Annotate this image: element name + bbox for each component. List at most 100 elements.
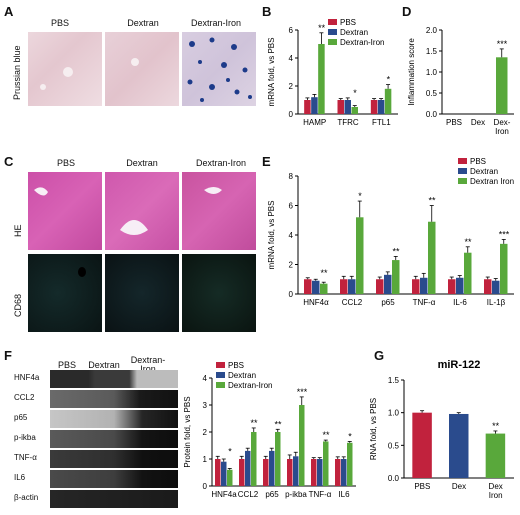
bar — [370, 100, 378, 114]
x-tick-label: HNF4α — [303, 298, 329, 307]
significance-mark: ** — [322, 430, 330, 440]
x-tick-label: p65 — [381, 298, 395, 307]
bar — [340, 279, 348, 294]
bar — [215, 459, 221, 486]
x-tick-label: p-ikba — [285, 490, 307, 499]
micrograph-a-pbs — [28, 32, 102, 106]
y-tick-label: 0.5 — [388, 441, 400, 450]
legend-label: Dextran — [470, 167, 498, 176]
bar — [311, 459, 317, 486]
bar — [464, 252, 472, 294]
bar — [347, 442, 353, 486]
micrograph-a-dextran — [105, 32, 179, 106]
bar — [376, 279, 384, 294]
x-tick-label: HNF4a — [211, 490, 237, 499]
bar — [227, 469, 233, 486]
x-tick-label: CCL2 — [342, 298, 363, 307]
y-tick-label: 0 — [289, 290, 294, 299]
legend-label: Dextran-Iron — [340, 38, 384, 47]
legend-label: PBS — [228, 361, 244, 370]
bar — [304, 100, 311, 114]
significance-mark: *** — [499, 229, 510, 239]
y-tick-label: 6 — [289, 202, 294, 211]
column-label-dextran: Dextran — [127, 18, 159, 28]
significance-mark: * — [228, 446, 232, 456]
y-axis-label: RNA fold, vs PBS — [369, 398, 378, 460]
bar — [392, 260, 400, 294]
bar — [245, 450, 251, 486]
blot-p65 — [50, 410, 178, 428]
chart-e: 0 2 4 6 8 mRNA fold, vs PBS ** HNF4α * CCL2 ** p65 *… — [267, 157, 514, 307]
bar — [420, 277, 428, 294]
x-tick-label: PBS — [446, 118, 462, 127]
legend-label: Dextran — [228, 371, 256, 380]
bar — [412, 412, 432, 478]
blot-column-dextran: Dextran — [88, 360, 120, 370]
x-tick-label: Iron — [495, 127, 509, 136]
significance-mark: ** — [428, 196, 436, 206]
blot-label-tnf-alpha: TNF-α — [14, 453, 37, 462]
bar — [428, 221, 436, 294]
significance-mark: *** — [497, 39, 508, 49]
significance-mark: *** — [297, 387, 308, 397]
bar — [299, 405, 305, 486]
bar — [341, 459, 347, 486]
column-label-pbs: PBS — [56, 158, 75, 168]
legend-swatch — [328, 29, 337, 35]
panel-label: E — [262, 154, 271, 169]
y-tick-label: 2.0 — [426, 26, 438, 35]
x-tick-label: TFRC — [337, 118, 359, 127]
legend-swatch — [328, 39, 337, 45]
x-tick-label: IL6 — [338, 490, 350, 499]
bar — [492, 280, 500, 294]
panel-a: A PBS Dextran Dextran-Iron Prussian blue — [0, 0, 256, 115]
x-tick-label: HAMP — [303, 118, 326, 127]
bar — [485, 433, 506, 478]
y-tick-label: 0.0 — [426, 110, 438, 119]
y-tick-label: 0.0 — [388, 474, 400, 483]
y-axis-label: mRNA fold, vs PBS — [267, 38, 276, 107]
bar — [221, 461, 227, 486]
bar — [377, 100, 385, 114]
bar — [263, 459, 269, 486]
y-tick-label: 6 — [289, 26, 294, 35]
bar — [337, 100, 344, 114]
bar — [239, 459, 245, 486]
panel-label: A — [4, 4, 14, 19]
x-tick-label: TNF-α — [309, 490, 332, 499]
y-tick-label: 2 — [289, 82, 294, 91]
panel-g: G 0.0 0.5 1.0 1.5 RNA fold, vs PBS miR-122 PBS… — [360, 340, 520, 515]
x-tick-label: Dex — [489, 482, 503, 491]
bar — [384, 274, 392, 294]
chart-d: 0.0 0.5 1.0 1.5 2.0 Inflammation score PBS Dex *… — [407, 26, 514, 136]
x-tick-label: Dex — [452, 482, 466, 491]
blot-label-il6: IL6 — [14, 473, 26, 482]
panel-f: F PBS Dextran Dextran- Iron HNF4a CCL2 p… — [0, 340, 360, 515]
micrograph-cd68-pbs — [28, 254, 102, 332]
y-tick-label: 3 — [203, 401, 208, 410]
panel-label: C — [4, 154, 14, 169]
bar — [449, 413, 469, 478]
bar — [496, 57, 508, 114]
micrograph-he-pbs — [28, 172, 102, 250]
x-tick-label: Dex — [471, 118, 485, 127]
row-label-prussian-blue: Prussian blue — [12, 45, 22, 100]
y-tick-label: 0.5 — [426, 89, 438, 98]
legend-label: PBS — [470, 157, 486, 166]
y-tick-label: 8 — [289, 172, 294, 181]
blot-hnf4a — [50, 370, 178, 388]
bar — [275, 432, 281, 486]
significance-mark: * — [348, 431, 352, 441]
significance-mark: ** — [392, 246, 400, 256]
panel-label: F — [4, 348, 12, 363]
bar — [384, 88, 392, 114]
bar — [317, 459, 323, 486]
significance-mark: * — [358, 191, 362, 201]
bar — [484, 279, 492, 294]
micrograph-cd68-dextran — [105, 254, 179, 332]
micrograph-cd68-dextran-iron — [182, 254, 256, 332]
bar — [323, 441, 329, 486]
legend-label: Dextran-Iron — [228, 381, 272, 390]
bar — [351, 107, 358, 114]
y-tick-label: 2 — [203, 428, 208, 437]
